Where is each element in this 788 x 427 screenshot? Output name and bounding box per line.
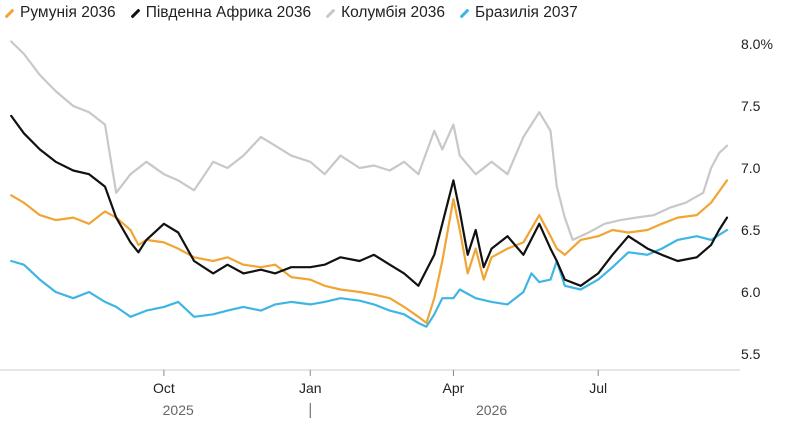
y-tick-label: 7.0 (741, 160, 761, 176)
y-tick-label: 5.5 (741, 346, 761, 362)
y-tick-label: 7.5 (741, 98, 761, 114)
x-tick-label: Oct (153, 380, 175, 396)
x-tick-label: Jul (589, 380, 607, 396)
series-layer (10, 40, 729, 328)
legend-item-colombia: Колумбія 2036 (325, 4, 445, 22)
series-line-1 (10, 228, 729, 328)
x-year-label: 2026 (476, 402, 507, 418)
legend-label-brazil: Бразилія 2037 (475, 4, 578, 21)
y-tick-label: 6.0 (741, 284, 761, 300)
chart-legend: Румунія 2036 Південна Африка 2036 Колумб… (4, 2, 592, 24)
legend-item-south-africa: Південна Африка 2036 (130, 4, 311, 22)
legend-item-brazil: Бразилія 2037 (459, 4, 578, 22)
series-line-3 (10, 114, 729, 287)
legend-label-colombia: Колумбія 2036 (341, 4, 446, 21)
legend-label-romania: Румунія 2036 (20, 4, 116, 21)
x-tick-label: Jan (299, 380, 322, 396)
x-tick-label: Apr (443, 380, 465, 396)
x-year-label: 2025 (163, 402, 194, 418)
series-line-2 (10, 179, 729, 325)
y-tick-label: 6.5 (741, 222, 761, 238)
y-tick-label: 8.0% (741, 36, 773, 52)
legend-label-south-africa: Південна Африка 2036 (145, 4, 312, 21)
series-line-0 (10, 40, 729, 241)
axis-layer: 8.0% 7.5 7.0 6.5 6.0 5.5 Oct Jan Apr Jul 2025 2026 (0, 36, 773, 418)
legend-item-romania: Румунія 2036 (4, 4, 116, 22)
